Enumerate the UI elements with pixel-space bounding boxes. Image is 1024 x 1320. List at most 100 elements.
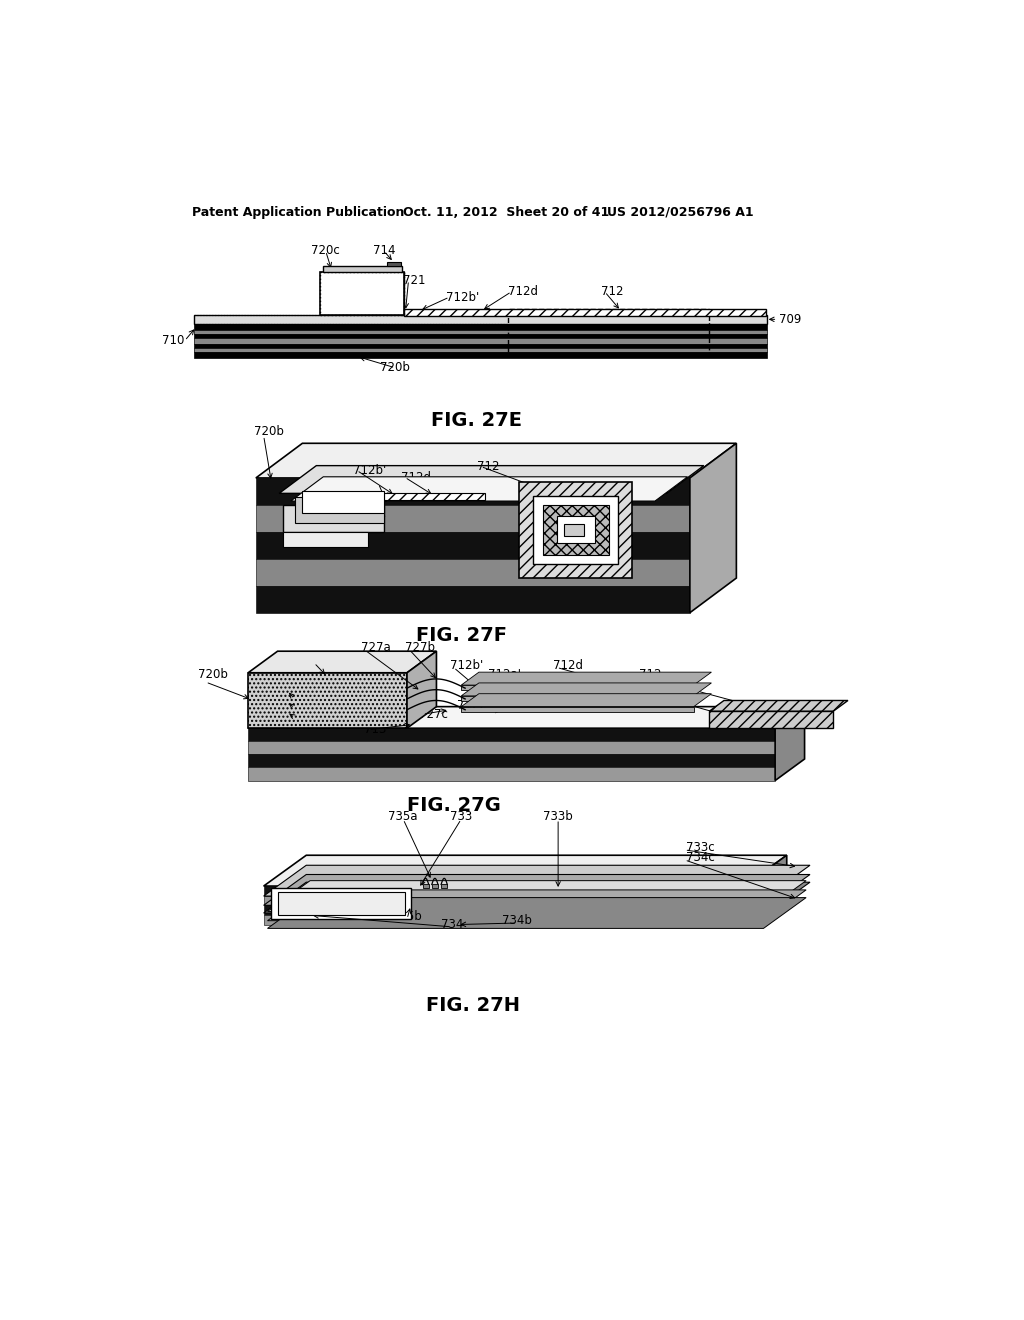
Bar	[432, 884, 438, 887]
Polygon shape	[461, 696, 693, 701]
Text: 733c: 733c	[686, 841, 715, 854]
Polygon shape	[248, 651, 436, 673]
Text: 712d: 712d	[508, 285, 538, 298]
Polygon shape	[263, 886, 744, 896]
Text: 720b: 720b	[198, 668, 227, 681]
Polygon shape	[263, 915, 744, 924]
Bar	[387, 263, 400, 267]
Polygon shape	[295, 498, 384, 523]
Bar	[321, 272, 403, 314]
Text: 728c: 728c	[291, 711, 319, 723]
Polygon shape	[267, 898, 806, 928]
Text: 735a: 735a	[388, 810, 418, 824]
Text: 721: 721	[403, 273, 426, 286]
Text: 735b: 735b	[392, 911, 422, 924]
Bar	[194, 314, 767, 323]
Text: 733b: 733b	[544, 810, 573, 824]
Bar	[278, 892, 406, 915]
Bar	[423, 884, 429, 887]
Polygon shape	[248, 729, 775, 742]
Bar	[194, 345, 767, 348]
Text: 714: 714	[373, 244, 395, 257]
Text: 727a: 727a	[360, 640, 390, 653]
Text: 709: 709	[779, 313, 802, 326]
Text: 733: 733	[451, 810, 472, 824]
Bar	[543, 506, 608, 554]
Text: FIG. 27E: FIG. 27E	[431, 411, 522, 430]
Polygon shape	[267, 890, 806, 921]
Polygon shape	[256, 478, 690, 506]
Text: 712: 712	[640, 668, 662, 681]
Text: 734: 734	[440, 917, 463, 931]
Text: 712b': 712b'	[352, 463, 386, 477]
Text: FIG. 27G: FIG. 27G	[407, 796, 501, 814]
Polygon shape	[690, 444, 736, 612]
Bar	[321, 272, 403, 314]
Polygon shape	[267, 880, 806, 911]
Text: 712: 712	[477, 459, 500, 473]
Polygon shape	[280, 466, 703, 494]
Bar	[194, 334, 767, 338]
Bar	[519, 482, 632, 578]
Polygon shape	[256, 506, 690, 532]
Polygon shape	[256, 532, 690, 558]
Text: 720c: 720c	[311, 244, 340, 257]
Bar	[384, 494, 484, 499]
Text: 720b: 720b	[254, 425, 285, 438]
Polygon shape	[256, 444, 736, 478]
Polygon shape	[461, 694, 712, 706]
Polygon shape	[302, 491, 384, 512]
Polygon shape	[283, 532, 369, 548]
Text: 720b: 720b	[381, 362, 411, 375]
Bar	[403, 309, 766, 317]
Bar	[271, 888, 411, 919]
Text: 734c: 734c	[686, 851, 715, 865]
Text: FIG. 27H: FIG. 27H	[426, 995, 520, 1015]
Bar	[194, 348, 767, 351]
Text: Patent Application Publication: Patent Application Publication	[191, 206, 403, 219]
Polygon shape	[263, 882, 810, 913]
Polygon shape	[461, 672, 712, 685]
Text: 712a': 712a'	[375, 477, 408, 490]
Polygon shape	[248, 767, 775, 780]
Polygon shape	[263, 866, 810, 896]
Polygon shape	[263, 875, 810, 906]
Polygon shape	[710, 711, 834, 729]
Text: 727b: 727b	[406, 640, 435, 653]
Bar	[194, 330, 767, 334]
Polygon shape	[291, 477, 687, 502]
Polygon shape	[710, 701, 848, 711]
Text: 728a: 728a	[291, 693, 321, 705]
Polygon shape	[248, 742, 775, 755]
Polygon shape	[407, 651, 436, 729]
Polygon shape	[256, 586, 690, 612]
Polygon shape	[461, 706, 693, 711]
Text: FIG. 27F: FIG. 27F	[416, 626, 507, 645]
Text: 713: 713	[300, 504, 323, 517]
Polygon shape	[256, 558, 690, 586]
Bar	[194, 323, 767, 330]
Text: 734b: 734b	[502, 915, 532, 927]
Polygon shape	[461, 685, 693, 690]
Bar	[441, 884, 447, 887]
Bar	[557, 516, 595, 544]
Text: 727c: 727c	[419, 708, 447, 721]
Text: 712b': 712b'	[450, 659, 483, 672]
Polygon shape	[263, 896, 744, 906]
Bar	[194, 351, 767, 358]
Polygon shape	[775, 706, 805, 780]
Polygon shape	[283, 506, 384, 532]
Text: 712c': 712c'	[458, 698, 489, 711]
Polygon shape	[744, 855, 786, 924]
Polygon shape	[263, 855, 786, 886]
Bar	[564, 524, 584, 536]
Text: 712c': 712c'	[357, 490, 389, 502]
Polygon shape	[248, 706, 805, 729]
Bar	[194, 338, 767, 345]
Bar	[508, 309, 710, 355]
Polygon shape	[461, 682, 712, 696]
Text: 728b: 728b	[291, 702, 321, 714]
Text: 712a': 712a'	[488, 668, 521, 681]
Text: 725: 725	[310, 656, 333, 669]
Text: 713: 713	[365, 723, 387, 737]
